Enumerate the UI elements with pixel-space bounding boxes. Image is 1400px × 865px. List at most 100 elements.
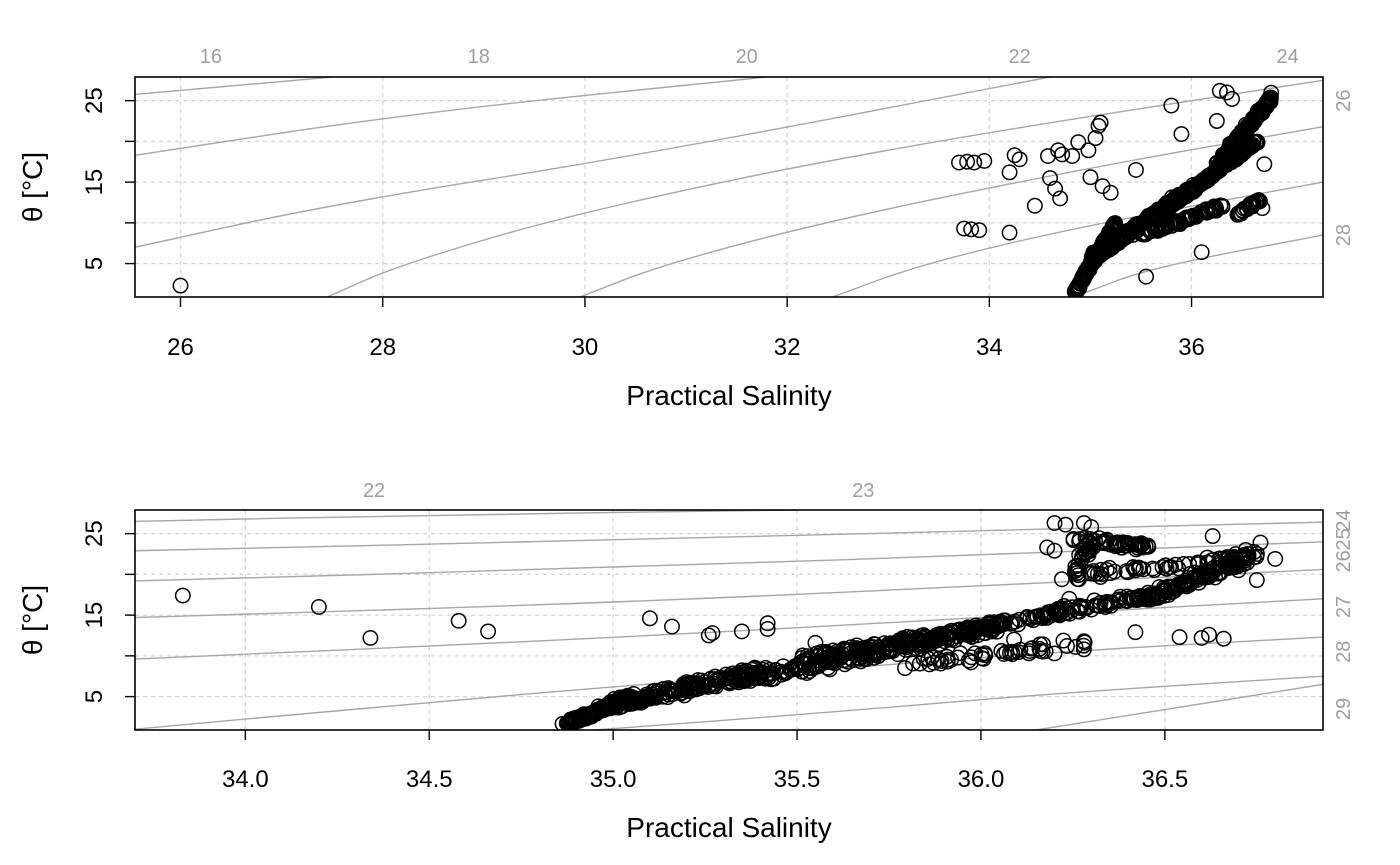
isopycnal-curve [1080,234,1323,296]
y-tick-label: 5 [81,257,108,270]
isopycnal-curve [135,77,333,96]
isopycnal-curve [135,541,1323,582]
data-point [915,627,932,643]
data-point [1229,131,1246,148]
data-point [1167,189,1184,206]
data-point [973,620,990,636]
data-point [1127,624,1144,641]
data-point [940,624,957,641]
data-point [951,154,967,171]
data-point [1042,170,1058,186]
x-tick-label: 30 [572,334,599,361]
data-point [1087,130,1104,147]
data-point [993,642,1010,659]
data-point [1200,171,1217,188]
data-point [575,706,592,723]
data-point [923,630,939,647]
x-tick-label: 36.0 [958,766,1005,793]
data-point [1067,563,1083,580]
grid [135,510,1323,730]
isopycnal-label-right: 28 [1333,224,1355,246]
data-point [1192,567,1209,584]
data-point [1134,225,1151,242]
isopycnals [135,77,1323,297]
isopycnal-curve [135,77,1051,248]
isopycnal-curve [832,181,1323,297]
data-point [1092,114,1109,131]
plot-frame [134,76,1324,298]
data-point [971,222,988,239]
x-axis-title: Practical Salinity [626,812,831,843]
data-point [1173,126,1190,142]
data-point [801,663,818,680]
data-point [895,631,911,648]
y-tick-label: 25 [81,520,108,547]
data-point [1158,560,1175,577]
data-point [1050,142,1067,159]
data-point [870,639,887,656]
data-point [1249,133,1265,150]
data-point [990,616,1007,633]
data-point [956,220,973,237]
data-point [1071,603,1088,620]
data-point [1046,542,1063,559]
data-point [1181,555,1198,572]
data-point [1052,190,1069,207]
data-point [759,621,776,637]
data-point [979,619,996,636]
data-point [1171,629,1188,646]
data-point [842,642,859,659]
data-point [1187,207,1204,224]
data-point [952,645,969,662]
y-axis: 5 15 25 θ [°C] [17,520,135,703]
isopycnal-curve [135,598,1323,660]
data-point [641,610,658,627]
x-tick-label: 32 [774,334,801,361]
data-point [1080,142,1097,159]
x-tick-label: 28 [369,334,396,361]
data-point [1085,539,1102,556]
data-point [996,646,1012,662]
data-point [1071,279,1088,296]
data-point [810,647,827,664]
data-point [1125,559,1142,576]
isopycnal-label-top: 20 [736,46,758,68]
data-point [1211,82,1228,99]
data-point [1089,565,1106,582]
data-point [976,152,993,169]
data-point [621,696,637,713]
y-tick-label: 15 [81,602,108,629]
plot-frame [134,509,1324,731]
data-point [1162,215,1179,232]
data-point [1010,616,1027,633]
isopycnal-curve [579,126,1323,297]
data-point [1193,629,1210,646]
data-point [1167,214,1184,231]
data-point [480,623,497,640]
isopycnal-curve [594,675,1323,730]
data-point [937,627,954,644]
data-point [1206,198,1223,215]
data-point [893,633,909,650]
x-axis: 34.0 34.5 35.0 35.5 36.0 36.5 Practical Salini… [222,730,1188,843]
data-point [1201,626,1217,643]
isopycnal-label-top: 22 [1009,46,1031,68]
data-point [1070,567,1087,584]
data-point [1024,640,1041,656]
data-point [1163,97,1180,114]
isopycnal-curve [135,521,1323,552]
isopycnal-label-top: 18 [468,46,490,68]
data-point [1011,151,1028,168]
y-tick-label: 15 [81,169,108,196]
data-point [1090,117,1107,134]
data-point [836,640,852,657]
isopycnal-label-right: 26 [1333,550,1355,572]
x-axis: 26 28 30 32 34 36 Practical Salinity [167,297,1205,411]
data-point [1070,134,1087,151]
data-point [1119,564,1136,581]
data-point [1252,105,1269,122]
data-point [622,689,639,706]
x-tick-label: 36.5 [1141,766,1188,793]
data-point [1159,217,1176,233]
